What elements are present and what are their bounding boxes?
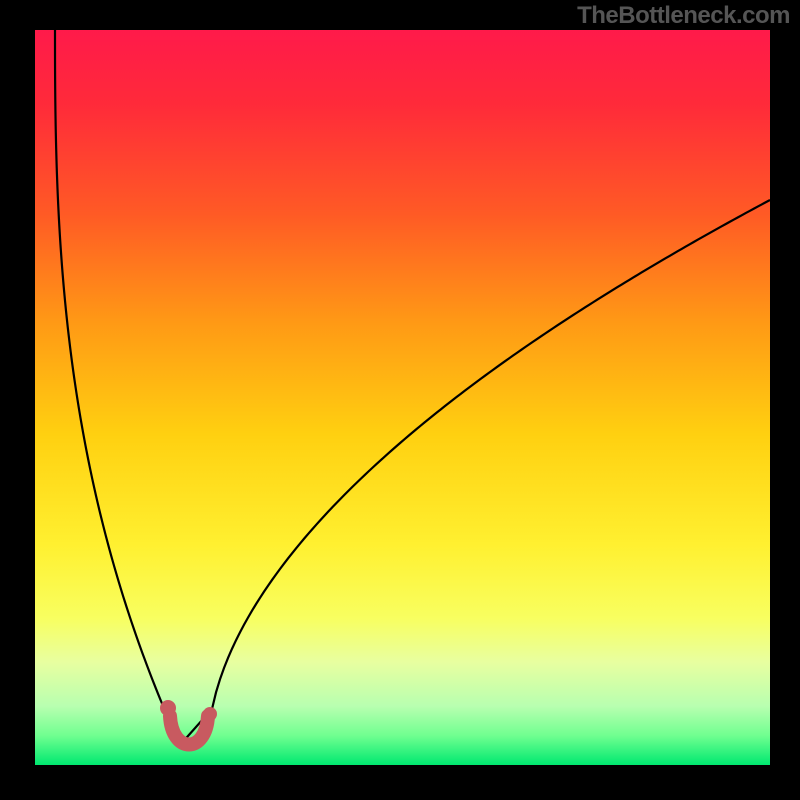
plot-background — [35, 30, 770, 765]
bottleneck-chart — [0, 0, 800, 800]
chart-container: TheBottleneck.com — [0, 0, 800, 800]
attribution-label: TheBottleneck.com — [577, 2, 790, 30]
